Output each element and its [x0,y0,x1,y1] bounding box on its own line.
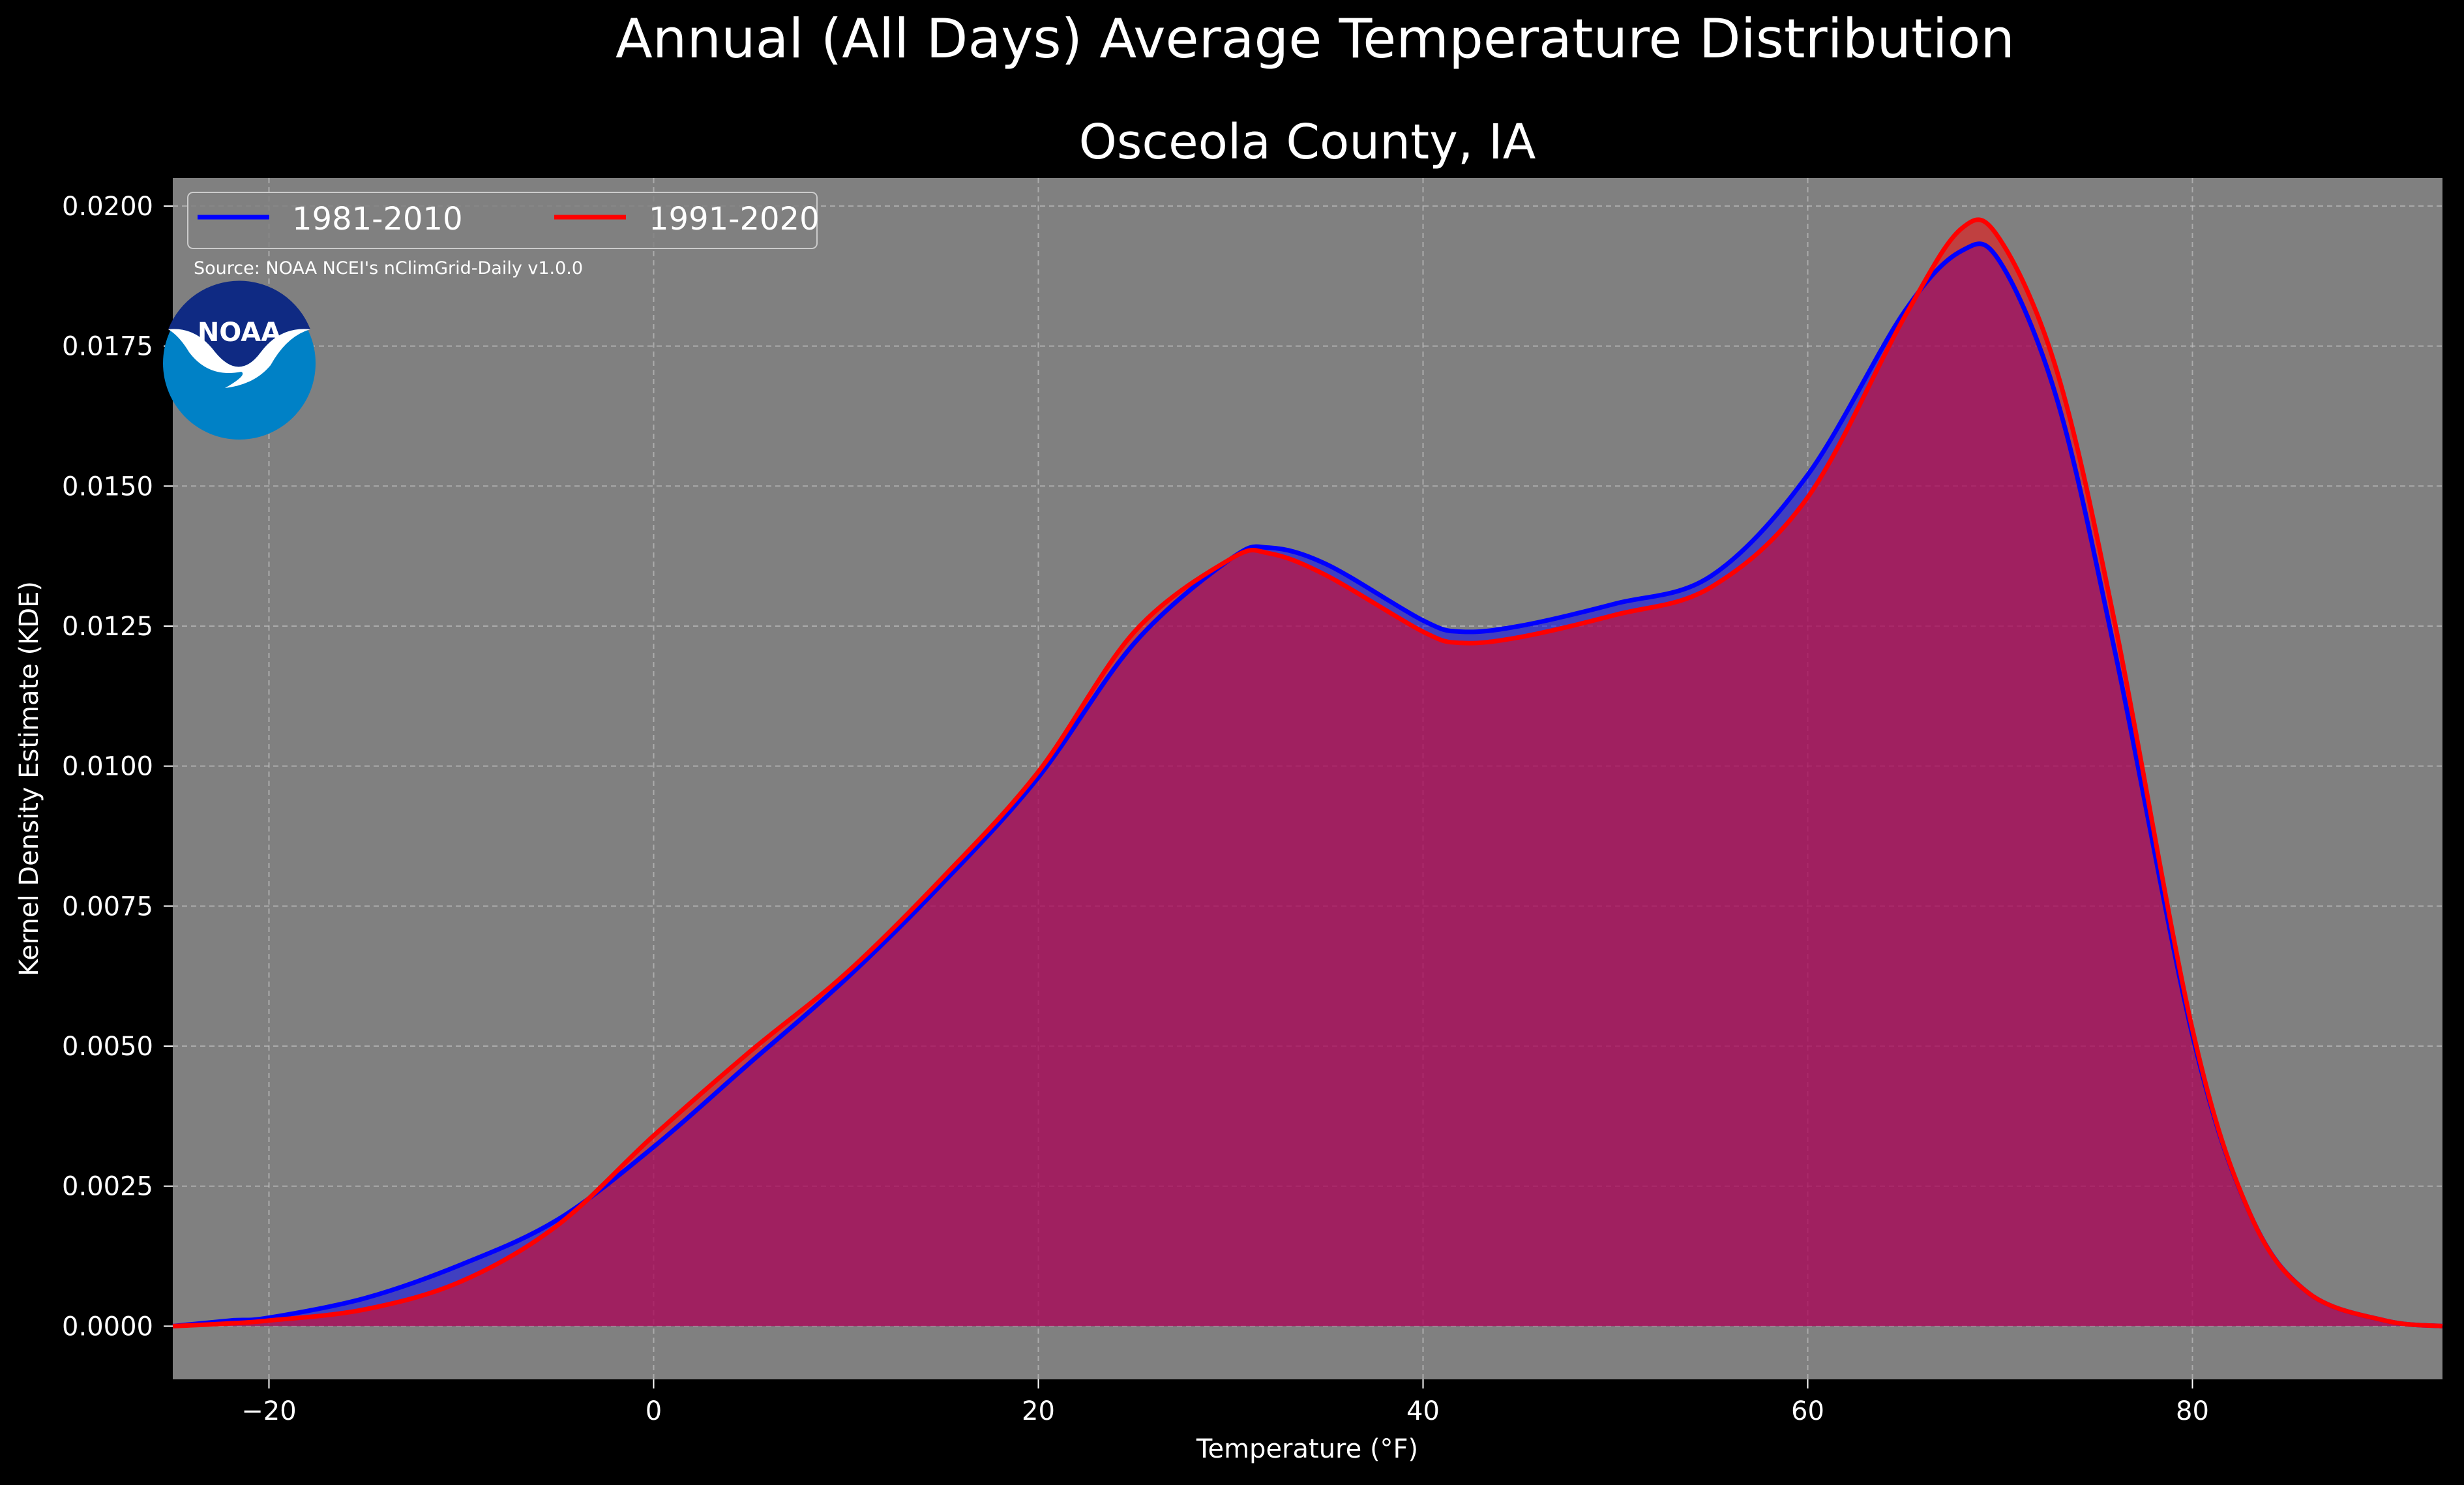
source-note: Source: NOAA NCEI's nClimGrid-Daily v1.0… [194,258,583,278]
x-tick-label: 40 [1406,1396,1440,1426]
series-lines [172,217,2443,1328]
y-tick-label: 0.0100 [62,752,153,782]
noaa-logo-text: NOAA [198,318,281,348]
x-tick-label: 20 [1022,1396,1055,1426]
y-tick-label: 0.0125 [62,612,153,642]
y-tick-label: 0.0200 [62,192,153,222]
y-tick-label: 0.0000 [62,1312,153,1342]
figure-suptitle: Annual (All Days) Average Temperature Di… [616,7,2015,70]
legend-frame [187,192,818,249]
x-tick-label: 80 [2176,1396,2209,1426]
y-axis-ticks: 0.0000 0.0025 0.0050 0.0075 0.0100 0.0125 0.01… [62,192,173,1342]
noaa-gull-icon [168,329,310,388]
legend-label-1981-2010: 1981-2010 [292,201,463,237]
x-tick-label: 0 [646,1396,662,1426]
line-1991-2020 [172,217,2443,1328]
y-tick-label: 0.0075 [62,892,153,922]
y-tick-label: 0.0175 [62,332,153,362]
y-tick-label: 0.0025 [62,1172,153,1202]
noaa-logo-top [168,280,310,367]
legend: 1981-2010 1991-2020 [187,192,820,249]
series-areas [173,219,2442,1327]
noaa-logo: NOAA [163,280,316,440]
legend-label-1991-2020: 1991-2020 [649,201,820,237]
x-tick-label: 60 [1791,1396,1824,1426]
y-axis-label: Kernel Density Estimate (KDE) [14,581,44,976]
y-tick-label: 0.0050 [62,1032,153,1062]
x-tick-label: −20 [241,1396,296,1426]
x-axis-label: Temperature (°F) [1196,1434,1418,1464]
y-tick-label: 0.0150 [62,472,153,502]
line-1981-2010 [172,241,2443,1328]
chart-title: Osceola County, IA [1079,114,1536,170]
x-axis-ticks: −20 0 20 40 60 80 [241,1379,2209,1426]
area-1991-2020 [173,219,2442,1327]
